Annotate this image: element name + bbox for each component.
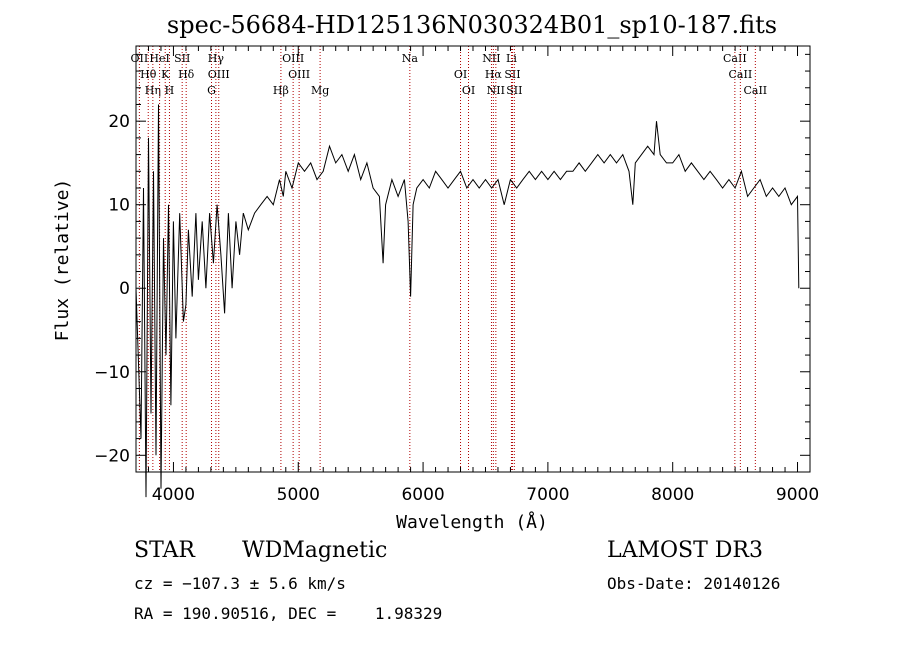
spectral-line-label: SII xyxy=(504,68,520,81)
y-tick-label: 0 xyxy=(119,279,130,299)
spectral-line-label: HeI xyxy=(149,52,169,65)
spectral-line-label: SII xyxy=(506,84,522,97)
spectral-line-label: CaII xyxy=(743,84,767,97)
spectral-line-label: Na xyxy=(402,52,419,65)
spectral-line-markers: OIIHθHηHeIKHSIIHδGHγOIIIHβOIIIOIIIMgNaOI… xyxy=(131,46,767,472)
object-subclass: WDMagnetic xyxy=(242,538,388,563)
spectral-line-label: CaII xyxy=(729,68,753,81)
spectral-line-label: Hη xyxy=(145,84,161,97)
coordinates: RA = 190.90516, DEC = 1.98329 xyxy=(134,604,443,623)
spectral-line-label: H xyxy=(165,84,175,97)
spectral-line-label: OIII xyxy=(288,68,310,81)
plot-frame xyxy=(135,45,811,473)
object-class: STAR xyxy=(134,538,195,563)
spectral-line-label: Mg xyxy=(311,84,329,97)
spectrum-series xyxy=(135,104,800,498)
spectral-line-label: Hα xyxy=(485,68,503,81)
spectral-line-label: G xyxy=(207,84,216,97)
survey-name: LAMOST DR3 xyxy=(607,538,763,563)
x-tick-label: 9000 xyxy=(776,485,819,505)
y-tick-label: −10 xyxy=(94,363,130,383)
spectral-line-label: OII xyxy=(131,52,149,65)
observation-date: Obs-Date: 20140126 xyxy=(607,574,781,593)
spectral-line-label: OIII xyxy=(282,52,304,65)
spectral-line-label: Hγ xyxy=(208,52,225,65)
spectral-line-label: NII xyxy=(482,52,500,65)
chart-title: spec-56684-HD125136N030324B01_sp10-187.f… xyxy=(167,11,777,39)
x-tick-label: 8000 xyxy=(651,485,694,505)
spectral-line-label: Hβ xyxy=(273,84,289,97)
redshift-cz: cz = −107.3 ± 5.6 km/s xyxy=(134,574,346,593)
x-tick-label: 7000 xyxy=(526,485,569,505)
x-tick-label: 6000 xyxy=(401,485,444,505)
spectral-line-label: OIII xyxy=(208,68,230,81)
spectral-line-label: CaII xyxy=(723,52,747,65)
x-tick-label: 4000 xyxy=(152,485,195,505)
y-tick-label: 20 xyxy=(108,112,130,132)
spectral-line-label: OI xyxy=(462,84,475,97)
spectral-line-label: K xyxy=(161,68,170,81)
y-axis-label: Flux (relative) xyxy=(52,179,73,342)
x-tick-label: 5000 xyxy=(277,485,320,505)
spectral-line-label: NII xyxy=(487,84,505,97)
spectral-line-label: Li xyxy=(506,52,517,65)
spectrum-line xyxy=(135,104,800,498)
y-tick-label: −20 xyxy=(94,446,130,466)
y-tick-label: 10 xyxy=(108,196,130,216)
axis-ticks: 4000 5000 6000 7000 8000 9000 −20 −10 0 10 20 xyxy=(94,46,819,505)
spectral-line-label: Hθ xyxy=(140,68,157,81)
spectral-line-label: OI xyxy=(454,68,467,81)
spectral-line-label: SII xyxy=(174,52,190,65)
spectral-line-label: Hδ xyxy=(178,68,195,81)
x-axis-label: Wavelength (Å) xyxy=(396,511,548,533)
